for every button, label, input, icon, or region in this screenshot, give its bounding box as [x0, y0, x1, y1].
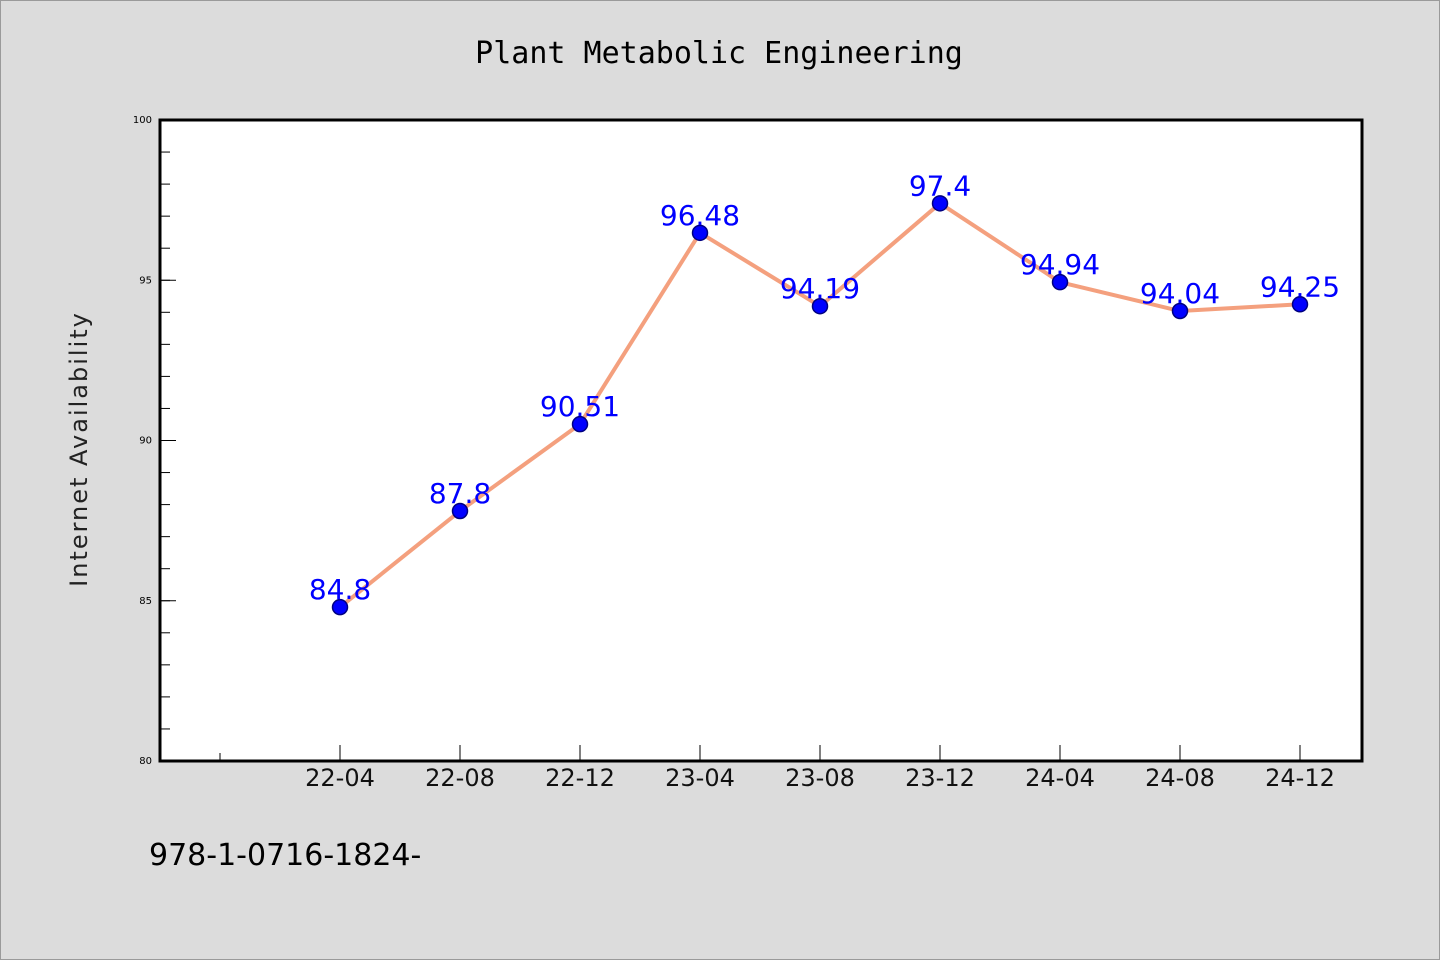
data-point — [691, 224, 709, 242]
x-tick-label: 24-08 — [1145, 764, 1215, 792]
data-point — [1291, 296, 1309, 313]
data-label: 94.19 — [780, 272, 860, 305]
footer-code: 978-1-0716-1824- — [149, 838, 421, 873]
y-axis: 80 85 90 95 100 — [133, 115, 176, 767]
y-tick-label: 80 — [139, 756, 152, 767]
data-label: 96.48 — [660, 199, 740, 232]
y-tick-label: 90 — [139, 436, 152, 447]
data-point — [931, 195, 949, 212]
plot-area — [158, 118, 1364, 763]
x-axis: 22-04 22-08 22-12 23-04 23-08 23-12 24-04 24-08… — [219, 745, 1335, 792]
data-point — [1051, 273, 1069, 291]
data-label: 94.04 — [1140, 277, 1220, 310]
data-point — [331, 598, 349, 616]
data-point — [451, 502, 469, 520]
data-label: 97.4 — [909, 169, 971, 202]
y-tick-label: 85 — [139, 596, 152, 607]
data-label: 84.8 — [309, 573, 371, 606]
data-point — [571, 415, 589, 433]
x-tick-label: 23-12 — [905, 764, 975, 792]
data-label: 90.51 — [540, 390, 620, 423]
data-label: 94.94 — [1020, 248, 1100, 281]
data-series: 84.8 87.8 90.51 96.48 94.19 97.4 94.94 94.04 94.… — [309, 169, 1340, 616]
y-axis-label: Internet Availability — [65, 311, 93, 587]
x-tick-label: 24-04 — [1025, 764, 1095, 792]
x-tick-label: 22-08 — [425, 764, 495, 792]
x-tick-label: 23-04 — [665, 764, 735, 792]
data-point — [1171, 302, 1189, 320]
data-label: 87.8 — [429, 477, 491, 510]
data-point — [811, 297, 829, 315]
chart-title: Plant Metabolic Engineering — [475, 36, 963, 71]
y-tick-label: 100 — [133, 115, 152, 126]
x-tick-label: 23-08 — [785, 764, 855, 792]
x-tick-label: 24-12 — [1265, 764, 1335, 792]
y-tick-label: 95 — [139, 275, 152, 286]
x-tick-label: 22-12 — [545, 764, 615, 792]
x-tick-label: 22-04 — [305, 764, 375, 792]
data-label: 94.25 — [1260, 270, 1340, 303]
